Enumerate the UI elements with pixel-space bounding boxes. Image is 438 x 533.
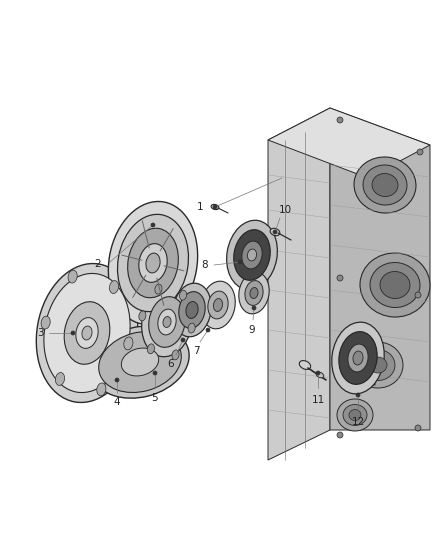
Ellipse shape xyxy=(211,204,219,209)
Ellipse shape xyxy=(332,322,384,394)
Ellipse shape xyxy=(245,280,263,305)
Circle shape xyxy=(238,260,242,264)
Circle shape xyxy=(213,205,217,209)
Ellipse shape xyxy=(348,344,368,372)
Ellipse shape xyxy=(361,350,395,381)
Circle shape xyxy=(71,331,75,335)
Ellipse shape xyxy=(370,262,420,308)
Circle shape xyxy=(316,371,320,375)
Circle shape xyxy=(337,432,343,438)
Ellipse shape xyxy=(316,372,324,378)
Text: 8: 8 xyxy=(201,260,208,270)
Ellipse shape xyxy=(343,405,367,425)
Ellipse shape xyxy=(208,291,228,319)
Text: 4: 4 xyxy=(114,397,120,407)
Ellipse shape xyxy=(250,287,258,298)
Ellipse shape xyxy=(68,270,77,283)
Ellipse shape xyxy=(234,230,270,280)
Circle shape xyxy=(417,149,423,155)
Circle shape xyxy=(337,117,343,123)
Ellipse shape xyxy=(201,281,235,329)
Ellipse shape xyxy=(353,351,363,365)
Ellipse shape xyxy=(186,302,198,318)
Text: 1: 1 xyxy=(197,202,203,212)
Circle shape xyxy=(181,338,185,342)
Ellipse shape xyxy=(108,201,198,325)
Ellipse shape xyxy=(372,173,398,197)
Ellipse shape xyxy=(172,350,179,360)
Ellipse shape xyxy=(97,383,106,396)
Polygon shape xyxy=(268,108,430,178)
Ellipse shape xyxy=(82,326,92,340)
Ellipse shape xyxy=(213,298,223,311)
Circle shape xyxy=(356,393,360,397)
Ellipse shape xyxy=(179,292,205,328)
Ellipse shape xyxy=(149,297,185,348)
Ellipse shape xyxy=(91,326,189,398)
Ellipse shape xyxy=(56,373,64,385)
Ellipse shape xyxy=(247,249,257,261)
Circle shape xyxy=(206,328,210,332)
Ellipse shape xyxy=(139,244,167,282)
Ellipse shape xyxy=(146,253,160,273)
Ellipse shape xyxy=(369,357,387,373)
Ellipse shape xyxy=(339,332,377,384)
Ellipse shape xyxy=(124,337,133,350)
Text: 2: 2 xyxy=(95,259,101,269)
Text: 3: 3 xyxy=(37,328,43,338)
Ellipse shape xyxy=(180,290,187,300)
Polygon shape xyxy=(268,108,330,460)
Ellipse shape xyxy=(270,228,280,236)
Ellipse shape xyxy=(141,287,192,357)
Circle shape xyxy=(337,275,343,281)
Ellipse shape xyxy=(349,409,361,421)
Ellipse shape xyxy=(121,348,159,376)
Text: 12: 12 xyxy=(351,417,364,427)
Ellipse shape xyxy=(155,284,162,294)
Ellipse shape xyxy=(354,157,416,213)
Ellipse shape xyxy=(41,316,50,329)
Ellipse shape xyxy=(44,273,130,392)
Polygon shape xyxy=(330,108,430,430)
Ellipse shape xyxy=(363,165,407,205)
Ellipse shape xyxy=(380,271,410,298)
Ellipse shape xyxy=(242,241,262,269)
Text: 6: 6 xyxy=(168,359,174,369)
Text: 9: 9 xyxy=(249,325,255,335)
Ellipse shape xyxy=(226,220,277,290)
Ellipse shape xyxy=(127,228,178,298)
Ellipse shape xyxy=(117,214,188,312)
Ellipse shape xyxy=(76,318,98,349)
Text: 11: 11 xyxy=(311,395,325,405)
Circle shape xyxy=(151,223,155,227)
Ellipse shape xyxy=(64,302,110,364)
Ellipse shape xyxy=(360,253,430,317)
Circle shape xyxy=(273,230,277,234)
Circle shape xyxy=(415,292,421,298)
Ellipse shape xyxy=(337,399,373,431)
Circle shape xyxy=(252,306,256,310)
Ellipse shape xyxy=(353,342,403,388)
Text: 7: 7 xyxy=(193,346,199,356)
Ellipse shape xyxy=(299,361,311,369)
Ellipse shape xyxy=(188,323,195,333)
Text: 10: 10 xyxy=(279,205,292,215)
Ellipse shape xyxy=(163,317,171,327)
Ellipse shape xyxy=(139,311,146,321)
Ellipse shape xyxy=(158,309,176,335)
Ellipse shape xyxy=(36,263,138,402)
Polygon shape xyxy=(345,330,375,385)
Ellipse shape xyxy=(99,332,181,392)
Ellipse shape xyxy=(110,280,119,294)
Text: 5: 5 xyxy=(152,393,158,403)
Ellipse shape xyxy=(147,344,155,354)
Circle shape xyxy=(415,425,421,431)
Ellipse shape xyxy=(173,283,211,337)
Ellipse shape xyxy=(239,272,269,314)
Circle shape xyxy=(153,371,157,375)
Circle shape xyxy=(115,378,119,382)
